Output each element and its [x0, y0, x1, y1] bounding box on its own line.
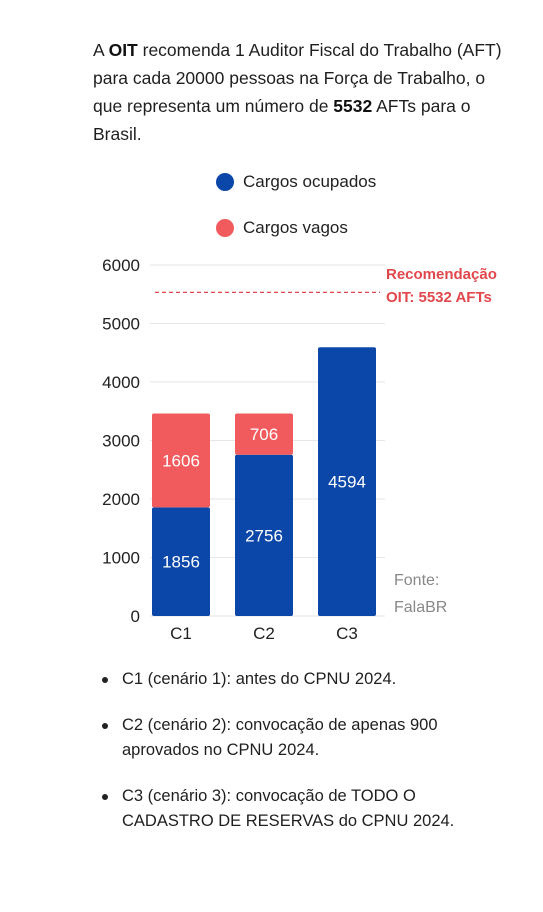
note-c3: C3 (cenário 3): convocação de TODO O CAD…: [102, 784, 502, 834]
legend-swatch-ocupados: [216, 173, 234, 191]
note-text: C2 (cenário 2): convocação de apenas 900…: [122, 716, 438, 759]
bar-value-label: 1856: [162, 553, 200, 572]
y-tick-label: 4000: [102, 373, 140, 392]
x-category-label: C1: [170, 624, 192, 643]
bullet-icon: [102, 723, 108, 729]
note-text: C1 (cenário 1): antes do CPNU 2024.: [122, 670, 397, 688]
y-tick-label: 3000: [102, 432, 140, 451]
bar-value-label: 4594: [328, 473, 366, 492]
legend-item-vagos: Cargos vagos: [216, 218, 348, 238]
source-note: Fonte: FalaBR: [394, 567, 447, 621]
x-category-label: C2: [253, 624, 275, 643]
y-tick-label: 1000: [102, 549, 140, 568]
intro-part-2: recomenda 1 Auditor Fiscal do Trabalho (…: [93, 40, 502, 116]
source-line-2: FalaBR: [394, 599, 448, 616]
x-category-label: C3: [336, 624, 358, 643]
intro-part-3: AFTs para o Brasil.: [93, 96, 471, 144]
bar-c1-vagos: [152, 413, 210, 508]
recommendation-label-line2: OIT: 5532 AFTs: [386, 289, 492, 306]
note-c1: C1 (cenário 1): antes do CPNU 2024.: [102, 667, 502, 692]
y-tick-label: 0: [131, 607, 140, 626]
legend-item-ocupados: Cargos ocupados: [216, 172, 376, 192]
bar-value-label: 2756: [245, 526, 283, 545]
intro-org: OIT: [108, 40, 138, 60]
scenario-notes: C1 (cenário 1): antes do CPNU 2024. C2 (…: [102, 667, 502, 855]
legend-swatch-vagos: [216, 219, 234, 237]
y-tick-label: 6000: [102, 256, 140, 275]
bar-c3-ocupados: [318, 347, 376, 616]
bullet-icon: [102, 794, 108, 800]
recommendation-label-line1: Recomendação: [386, 266, 497, 283]
legend-label-ocupados: Cargos ocupados: [243, 172, 377, 191]
intro-text: A OIT recomenda 1 Auditor Fiscal do Trab…: [93, 36, 513, 148]
source-line-1: Fonte:: [394, 572, 440, 589]
legend-label-vagos: Cargos vagos: [243, 218, 348, 237]
bar-value-label: 706: [250, 425, 278, 444]
intro-number: 5532: [333, 96, 373, 116]
bar-c1-ocupados: [152, 507, 210, 616]
y-tick-label: 5000: [102, 315, 140, 334]
y-tick-label: 2000: [102, 490, 140, 509]
bar-c2-vagos: [235, 413, 293, 455]
note-text: C3 (cenário 3): convocação de TODO O CAD…: [122, 787, 455, 830]
intro-part-1: A: [93, 40, 109, 60]
bullet-icon: [102, 677, 108, 683]
note-c2: C2 (cenário 2): convocação de apenas 900…: [102, 713, 502, 763]
bar-c2-ocupados: [235, 454, 293, 616]
bar-value-label: 1606: [162, 451, 200, 470]
stacked-bar-chart: 0 1000 2000 3000 4000 5000 6000 1856 1606 C1 2756 7…: [102, 256, 497, 643]
